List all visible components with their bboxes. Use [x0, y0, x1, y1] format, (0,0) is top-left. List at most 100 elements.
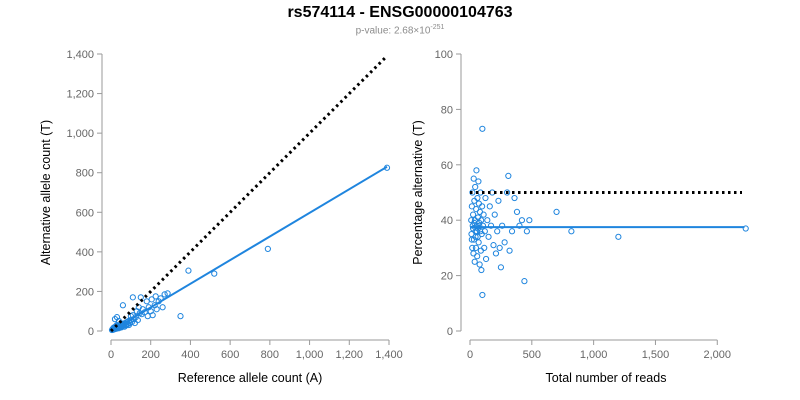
right-data-point [491, 211, 498, 218]
left-data-point [119, 302, 127, 309]
right-data-point [475, 239, 482, 246]
left-y-tick-label: 600 [76, 207, 94, 219]
right-data-point [476, 219, 483, 227]
left-data-point [157, 295, 164, 302]
right-data-point [475, 178, 482, 185]
right-data-point [469, 244, 476, 251]
right-data-point [479, 125, 486, 132]
left-x-tick-label: 1,400 [375, 349, 403, 361]
right-x-tick-label: 1,000 [580, 349, 608, 361]
right-y-tick-label: 100 [435, 49, 453, 61]
right-data-point [469, 211, 477, 218]
left-data-point [148, 296, 155, 303]
right-data-point [526, 217, 533, 224]
right-data-point [615, 233, 622, 240]
left-y-tick-label: 400 [76, 247, 94, 259]
right-data-point [568, 228, 575, 235]
right-x-tick-label: 500 [523, 349, 541, 361]
left-data-point [177, 313, 184, 320]
left-data-point [383, 164, 391, 171]
right-data-point [482, 255, 490, 263]
right-y-axis-title: Percentage alternative (T) [411, 120, 425, 265]
left-y-tick-label: 200 [76, 286, 94, 298]
left-data-point [129, 294, 136, 301]
right-data-point [508, 228, 516, 235]
right-data-point [505, 172, 512, 179]
right-y-tick-label: 80 [441, 104, 453, 116]
right-data-point [473, 167, 480, 174]
left-y-tick-label: 1,000 [66, 128, 94, 140]
left-x-tick-label: 0 [108, 349, 114, 361]
left-data-point [149, 312, 156, 319]
left-x-tick-label: 400 [181, 349, 199, 361]
left-data-point [264, 245, 271, 252]
left-data-point [152, 293, 159, 300]
left-data-point [130, 316, 137, 323]
right-data-point [497, 264, 505, 271]
left-data-point [134, 317, 141, 324]
right-x-tick-label: 0 [467, 349, 473, 361]
right-data-point [479, 203, 486, 210]
right-data-point [472, 183, 479, 191]
right-data-point [485, 233, 492, 240]
right-data-point [742, 225, 749, 232]
right-data-point [482, 194, 489, 202]
left-data-point [144, 313, 151, 320]
p-value-exponent: -251 [430, 24, 445, 31]
right-data-point [523, 228, 530, 235]
right-data-point [516, 222, 523, 229]
right-data-point [476, 261, 483, 268]
left-y-tick-label: 1,400 [66, 49, 94, 61]
left-x-tick-label: 800 [261, 349, 279, 361]
right-data-point [496, 244, 503, 251]
right-data-point [470, 175, 477, 182]
right-data-point [479, 291, 486, 299]
right-data-point [472, 244, 480, 251]
right-data-point [468, 203, 475, 210]
right-data-point [474, 253, 481, 260]
left-data-point [141, 309, 148, 316]
right-data-point [484, 217, 491, 224]
left-data-point [185, 267, 192, 274]
right-data-point [490, 242, 497, 249]
right-data-point [480, 211, 487, 218]
right-data-point [481, 244, 488, 251]
left-scatter-plot: 0 200 400 600 800 1,000 1,200 1,400 0 200 400 600 80… [39, 49, 403, 385]
right-data-point [471, 258, 478, 265]
left-data-point [159, 304, 166, 311]
right-x-axis-title: Total number of reads [546, 371, 667, 385]
right-data-point [474, 194, 481, 202]
right-data-point [475, 200, 483, 207]
right-x-tick-label: 1,500 [642, 349, 670, 361]
left-data-point [153, 306, 160, 313]
left-data-point [143, 298, 150, 305]
right-y-tick-label: 60 [441, 160, 453, 172]
left-x-tick-label: 200 [142, 349, 160, 361]
right-data-point [474, 225, 482, 232]
left-data-point [137, 294, 144, 301]
right-data-point [499, 222, 506, 229]
right-y-tick-label: 20 [441, 271, 453, 283]
right-data-point [469, 189, 476, 196]
right-data-point [495, 197, 502, 204]
right-data-point [518, 217, 526, 224]
right-data-point [486, 203, 493, 210]
right-data-point [494, 228, 501, 235]
left-x-tick-label: 1,200 [336, 349, 364, 361]
left-reference-line [109, 56, 387, 333]
right-data-point [506, 247, 513, 254]
right-x-tick-label: 2,000 [704, 349, 732, 361]
right-data-point [487, 222, 495, 229]
right-data-point [501, 239, 508, 246]
left-x-axis-title: Reference allele count (A) [178, 371, 323, 385]
left-y-tick-label: 0 [88, 326, 94, 338]
right-data-point [477, 247, 484, 254]
right-data-point [503, 189, 511, 196]
chart-subtitle: p-value: 2.68×10-251 [0, 24, 800, 36]
right-data-point [481, 228, 488, 235]
right-data-point [513, 208, 521, 215]
left-y-axis-title: Alternative allele count (T) [39, 120, 53, 265]
left-y-tick-label: 1,200 [66, 89, 94, 101]
right-scatter-plot: 0 500 1,000 1,500 2,000 0 20 40 60 80 100 Total num… [411, 49, 749, 385]
